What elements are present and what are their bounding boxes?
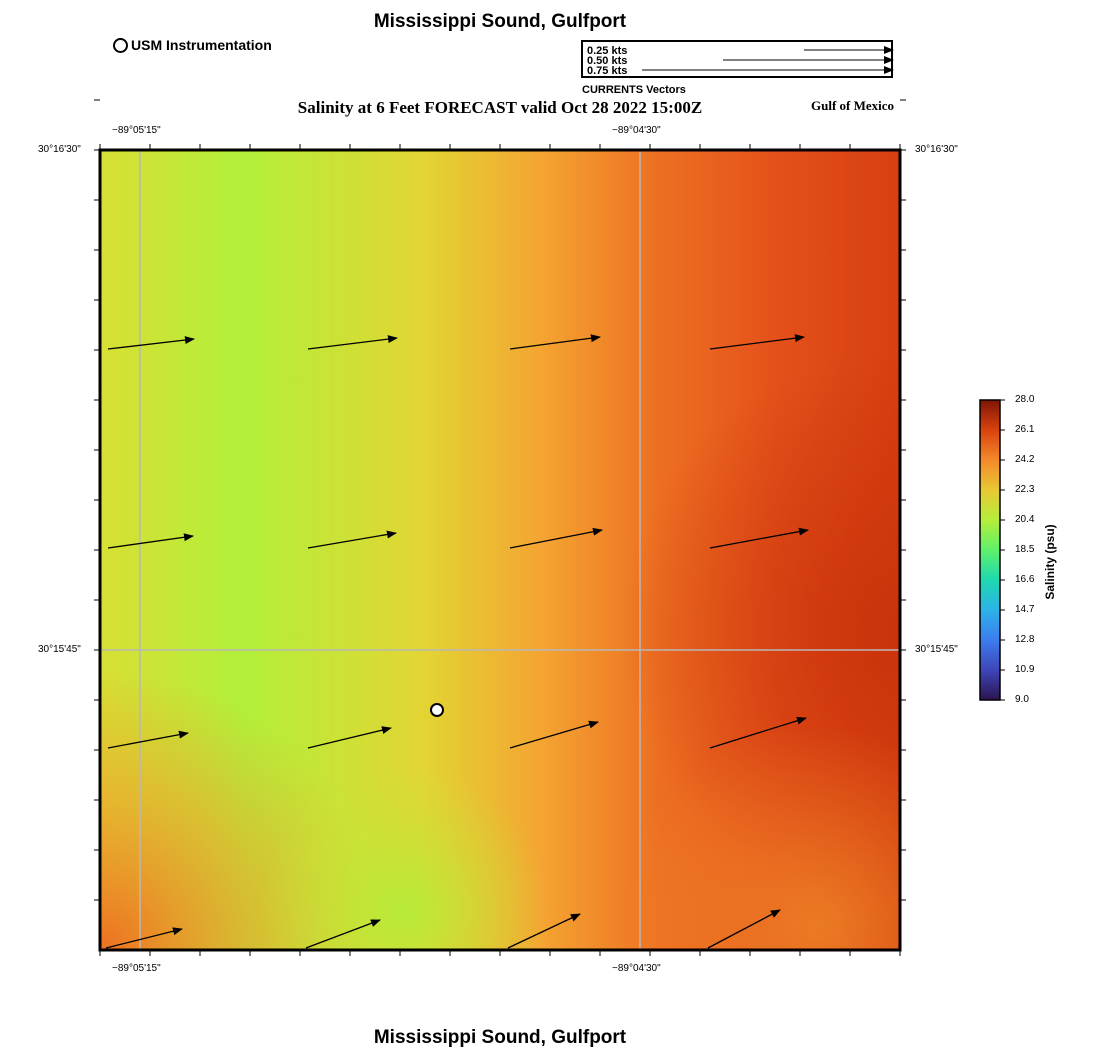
map-bottom-title: Mississippi Sound, Gulfport (373, 1027, 627, 1048)
station-legend: USM Instrumentation (113, 37, 272, 53)
current-vector-arrow (509, 527, 603, 549)
lat-label-right-2: 30°15'45" (915, 644, 958, 655)
current-vector-arrow (307, 335, 398, 350)
colorbar-tick-label: 20.4 (1015, 514, 1035, 525)
current-vector-arrow (709, 716, 807, 749)
graticule (100, 150, 900, 950)
colorbar-tick-label: 9.0 (1015, 694, 1029, 705)
region-label: Gulf of Mexico (811, 98, 895, 113)
frame-ticks (94, 99, 906, 956)
map-title: Mississippi Sound, Gulfport (373, 11, 627, 32)
lat-label-left-2: 30°15'45" (38, 644, 81, 655)
lat-label-left-1: 30°16'30" (38, 144, 81, 155)
current-vector-arrow (707, 909, 781, 949)
colorbar-tick-label: 28.0 (1015, 394, 1035, 405)
usm-station-marker-icon (430, 703, 444, 717)
lon-label-bottom-1: −89°05'15" (112, 963, 161, 974)
station-marker-icon (113, 37, 128, 53)
current-vector-arrow (709, 527, 809, 549)
colorbar (979, 399, 1001, 701)
current-vector-arrow (107, 533, 194, 549)
current-vector-arrow (307, 726, 392, 749)
current-vector-arrow (305, 919, 381, 949)
vector-legend-arrows (642, 46, 894, 74)
colorbar-tick-label: 18.5 (1015, 544, 1035, 555)
current-vector-arrow (509, 334, 601, 350)
colorbar-tick-label: 12.8 (1015, 634, 1035, 645)
lon-label-top-2: −89°04'30" (612, 125, 661, 136)
colorbar-tick-label: 24.2 (1015, 454, 1035, 465)
current-vector-arrow (107, 730, 189, 749)
vector-legend-label-1: 0.25 kts (587, 45, 628, 57)
current-vector-arrow (507, 913, 581, 949)
lat-label-right-1: 30°16'30" (915, 144, 958, 155)
station-legend-label: USM Instrumentation (131, 37, 272, 53)
colorbar-tick-label: 16.6 (1015, 574, 1035, 585)
salinity-field (100, 150, 900, 950)
lon-label-bottom-2: −89°04'30" (612, 963, 661, 974)
current-vectors (105, 334, 809, 949)
lon-label-top-1: −89°05'15" (112, 125, 161, 136)
current-vector-arrow (709, 334, 805, 350)
colorbar-tick-label: 14.7 (1015, 604, 1035, 615)
colorbar-ticks (1000, 399, 1005, 701)
colorbar-tick-label: 22.3 (1015, 484, 1035, 495)
colorbar-tick-label: 26.1 (1015, 424, 1035, 435)
current-vector-arrow (307, 530, 397, 549)
vector-legend-label-2: 0.50 kts (587, 55, 628, 67)
vector-legend-caption: CURRENTS Vectors (582, 84, 686, 96)
colorbar-title: Salinity (psu) (1043, 524, 1057, 600)
colorbar-tick-label: 10.9 (1015, 664, 1035, 675)
vector-legend-label-3: 0.75 kts (587, 65, 628, 77)
current-vector-arrow (509, 720, 599, 749)
current-vector-arrow (107, 336, 195, 350)
map-subtitle: Salinity at 6 Feet FORECAST valid Oct 28… (297, 98, 703, 117)
current-vector-arrow (105, 927, 183, 949)
